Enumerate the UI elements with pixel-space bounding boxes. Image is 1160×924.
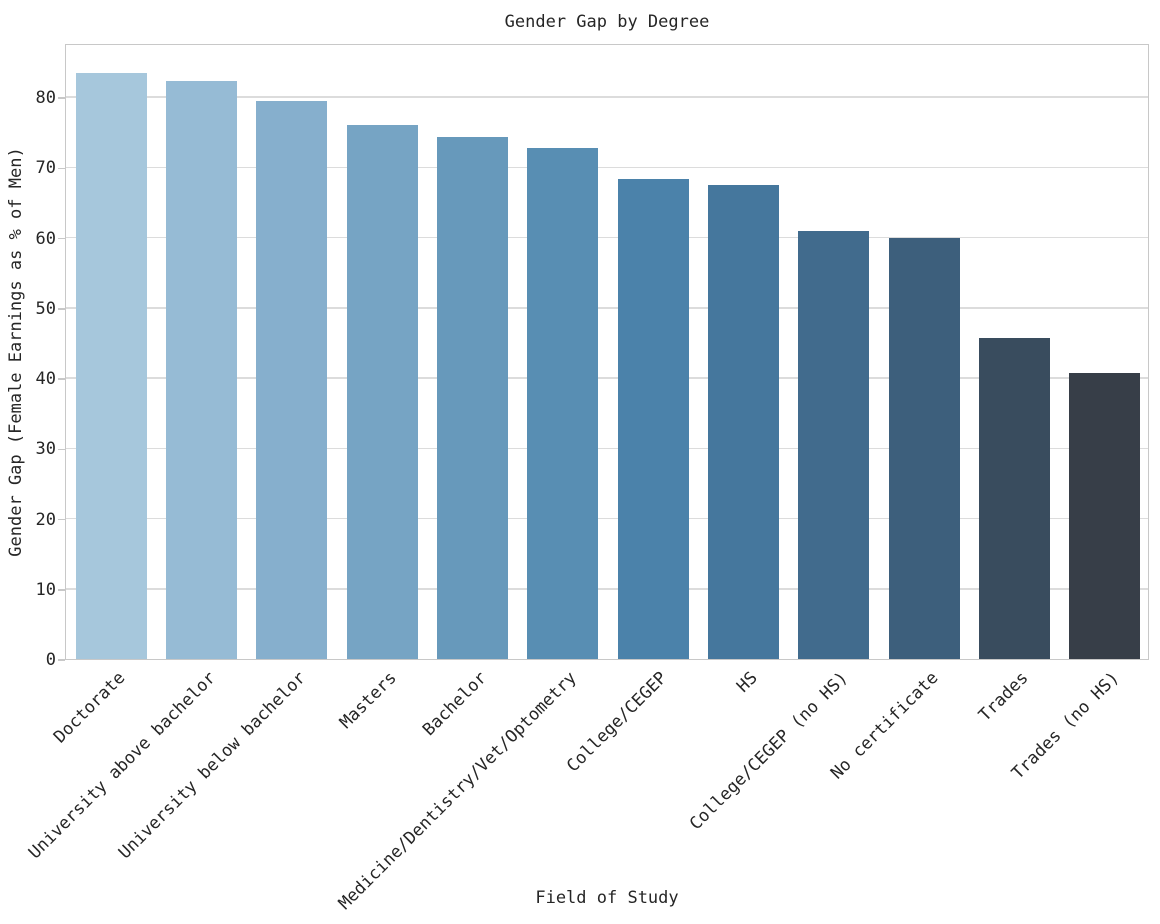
x-tick-label-college-cegep-no-hs: College/CEGEP (no HS)	[685, 668, 852, 835]
chart-title: Gender Gap by Degree	[504, 12, 710, 32]
y-tick-mark-0	[58, 659, 65, 661]
y-tick-mark-30	[58, 448, 65, 451]
x-tick-label-hs: HS	[733, 668, 762, 697]
y-tick-mark-20	[58, 518, 65, 521]
y-tick-mark-40	[58, 378, 65, 380]
gridline-y50	[66, 307, 1148, 309]
bar-trades	[979, 338, 1050, 659]
gridline-y40	[66, 377, 1148, 379]
x-tick-label-bachelor: Bachelor	[418, 668, 491, 741]
y-tick-label-60: 60	[35, 228, 56, 249]
y-tick-label-0: 0	[45, 650, 56, 670]
bar-university-below-bachelor	[256, 101, 328, 659]
x-tick-label-college-cegep: College/CEGEP	[563, 668, 672, 777]
plot-area	[65, 44, 1149, 660]
gridline-y30	[66, 447, 1148, 450]
y-tick-mark-50	[58, 308, 65, 310]
bar-university-above-bachelor	[166, 80, 237, 659]
gridline-y20	[66, 517, 1148, 520]
x-tick-label-university-below-bachelor: University below bachelor	[114, 668, 310, 864]
y-tick-label-50: 50	[35, 298, 56, 319]
gridline-y80	[66, 96, 1148, 98]
y-tick-label-30: 30	[35, 439, 56, 460]
x-tick-label-university-above-bachelor: University above bachelor	[24, 668, 220, 864]
y-tick-label-40: 40	[35, 369, 56, 390]
x-tick-label-doctorate: Doctorate	[50, 668, 130, 748]
bar-masters	[346, 125, 418, 659]
bar-college-cegep-no-hs	[798, 230, 870, 659]
y-tick-label-20: 20	[35, 509, 56, 530]
bar-college-cegep	[617, 179, 689, 659]
bar-medicine-dentistry-vet-optometry	[527, 148, 599, 659]
gridline-y70	[66, 166, 1148, 169]
y-tick-mark-80	[58, 97, 65, 99]
y-tick-label-80: 80	[35, 88, 56, 109]
y-tick-mark-70	[58, 167, 65, 170]
y-tick-label-10: 10	[35, 579, 56, 600]
gridline-y60	[66, 236, 1148, 239]
bar-trades-no-hs	[1069, 373, 1141, 659]
y-tick-mark-10	[58, 589, 65, 591]
bar-bachelor	[437, 137, 508, 659]
x-tick-label-trades: Trades	[975, 668, 1033, 726]
y-tick-label-70: 70	[35, 158, 56, 179]
x-tick-label-masters: Masters	[335, 668, 401, 733]
bar-doctorate	[75, 73, 147, 659]
y-tick-mark-60	[58, 237, 65, 240]
y-axis-label: Gender Gap (Female Earnings as % of Men)	[6, 147, 26, 557]
gridline-y10	[66, 588, 1148, 590]
x-axis-label: Field of Study	[535, 888, 679, 908]
bar-hs	[708, 184, 779, 659]
bar-no-certificate	[888, 237, 960, 659]
